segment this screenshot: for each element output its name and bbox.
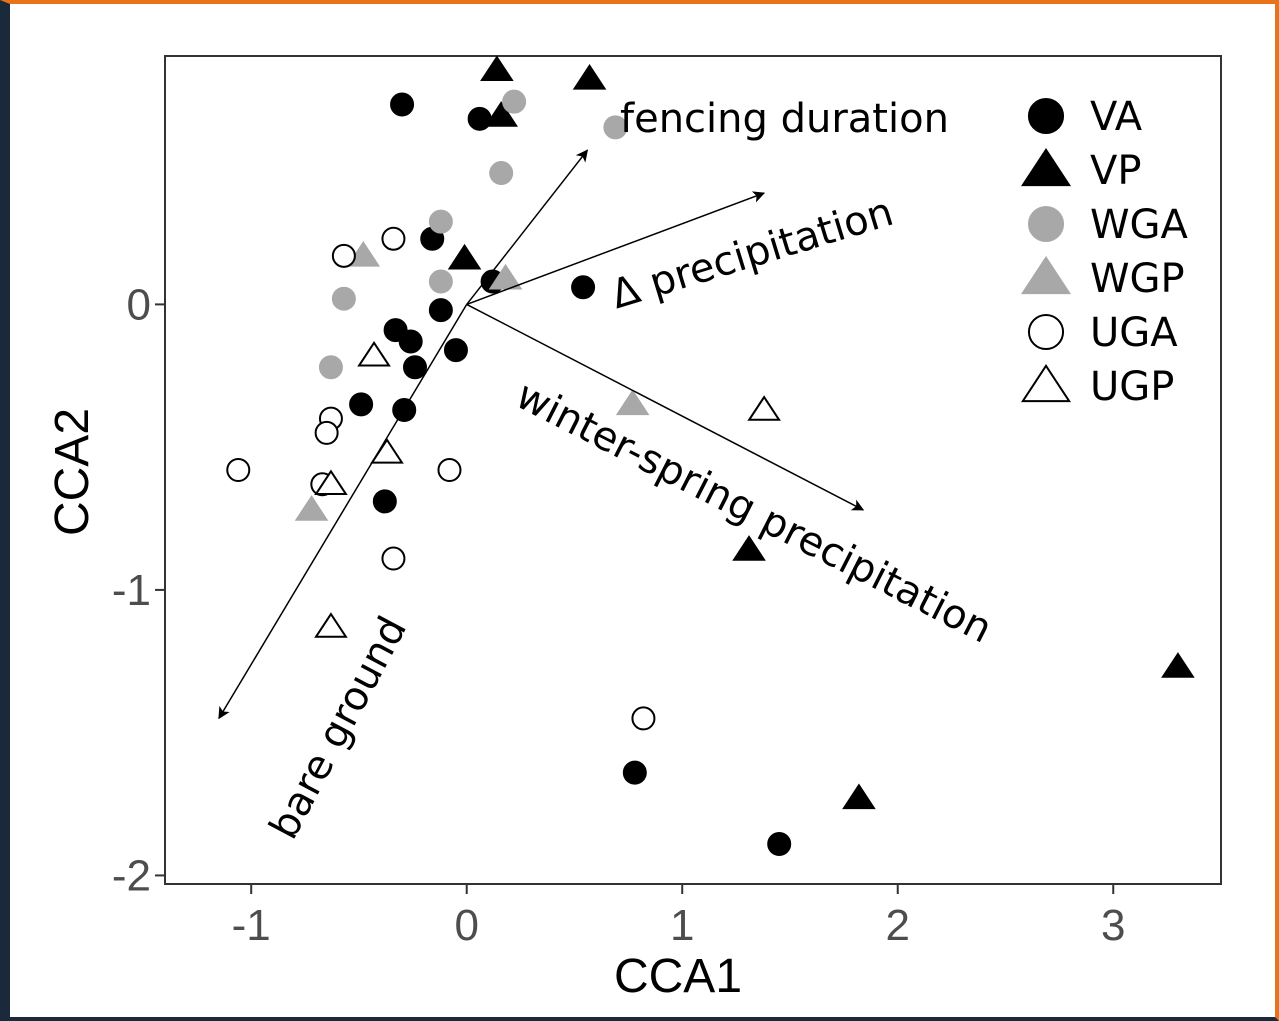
point-va-12 bbox=[372, 489, 397, 514]
plot-panel bbox=[164, 55, 1222, 885]
point-wga-1 bbox=[603, 115, 628, 140]
x-tick-label-2: 1 bbox=[670, 901, 694, 950]
point-vp-2 bbox=[484, 101, 518, 127]
point-ugp-4 bbox=[314, 612, 348, 638]
point-ugp-3 bbox=[314, 469, 348, 496]
y-tick-label-2: -2 bbox=[112, 851, 151, 900]
point-va-4 bbox=[571, 275, 596, 300]
legend-label-wgp: WGP bbox=[1090, 256, 1185, 302]
point-uga-0 bbox=[381, 226, 406, 251]
legend-label-va: VA bbox=[1090, 94, 1143, 140]
point-wgp-1 bbox=[488, 263, 523, 290]
y-tick-label-1: -1 bbox=[112, 566, 151, 615]
vector-bare-ground bbox=[218, 304, 468, 720]
point-vp-1 bbox=[572, 64, 607, 90]
point-wga-5 bbox=[331, 286, 356, 311]
point-va-8 bbox=[443, 338, 468, 363]
point-wga-0 bbox=[502, 89, 527, 114]
legend: VA VP WGA WGP UGA UGP bbox=[1020, 94, 1189, 410]
data-points bbox=[226, 55, 1195, 857]
point-va-13 bbox=[622, 760, 647, 785]
legend-label-vp: VP bbox=[1090, 148, 1141, 194]
legend-key-vp bbox=[1020, 148, 1072, 187]
vector-winter-spring-precipitation bbox=[466, 303, 865, 511]
point-ugp-0 bbox=[357, 340, 391, 367]
point-vp-3 bbox=[447, 243, 482, 270]
point-va-5 bbox=[428, 298, 453, 323]
x-tick-label-0: -1 bbox=[232, 901, 271, 950]
axes: -1 0 1 2 3 0 -1 -2 bbox=[112, 280, 1126, 950]
point-vp-5 bbox=[1161, 652, 1195, 678]
point-va-10 bbox=[349, 392, 374, 417]
legend-key-wga bbox=[1027, 205, 1065, 243]
point-va-7 bbox=[398, 329, 423, 354]
point-uga-1 bbox=[331, 243, 356, 268]
legend-key-va bbox=[1027, 97, 1065, 135]
legend-key-uga bbox=[1027, 313, 1065, 351]
y-tick-label-0: 0 bbox=[127, 280, 151, 329]
point-vp-6 bbox=[842, 783, 876, 810]
point-ugp-1 bbox=[747, 395, 781, 421]
point-wgp-3 bbox=[294, 495, 329, 521]
x-tick-label-1: 0 bbox=[454, 901, 478, 950]
legend-key-ugp bbox=[1020, 364, 1072, 403]
legend-label-uga: UGA bbox=[1090, 310, 1178, 356]
vector-fencing-duration bbox=[466, 149, 589, 305]
x-axis-title: CCA1 bbox=[614, 950, 742, 1003]
point-va-14 bbox=[767, 832, 792, 857]
point-va-0 bbox=[390, 92, 415, 117]
vector-label-fencing-duration: fencing duration bbox=[620, 96, 949, 142]
point-vp-4 bbox=[732, 535, 766, 561]
point-va-9 bbox=[402, 355, 427, 380]
vector-precipitation bbox=[466, 191, 766, 306]
x-tick-label-3: 2 bbox=[885, 901, 909, 950]
point-uga-7 bbox=[381, 546, 406, 571]
y-axis-title: CCA2 bbox=[46, 408, 99, 536]
point-wgp-0 bbox=[346, 241, 381, 267]
legend-key-wgp bbox=[1020, 256, 1072, 295]
point-uga-3 bbox=[314, 420, 339, 445]
legend-label-ugp: UGP bbox=[1090, 364, 1174, 410]
point-uga-4 bbox=[226, 458, 251, 482]
point-wga-6 bbox=[318, 355, 343, 380]
point-wga-2 bbox=[489, 161, 514, 186]
legend-label-wga: WGA bbox=[1090, 202, 1189, 248]
point-wga-4 bbox=[428, 269, 453, 294]
point-vp-0 bbox=[480, 55, 514, 82]
point-wgp-2 bbox=[615, 389, 650, 416]
point-wga-3 bbox=[428, 209, 453, 234]
x-tick-label-4: 3 bbox=[1101, 901, 1125, 950]
point-uga-5 bbox=[437, 458, 462, 482]
point-uga-8 bbox=[631, 706, 656, 731]
